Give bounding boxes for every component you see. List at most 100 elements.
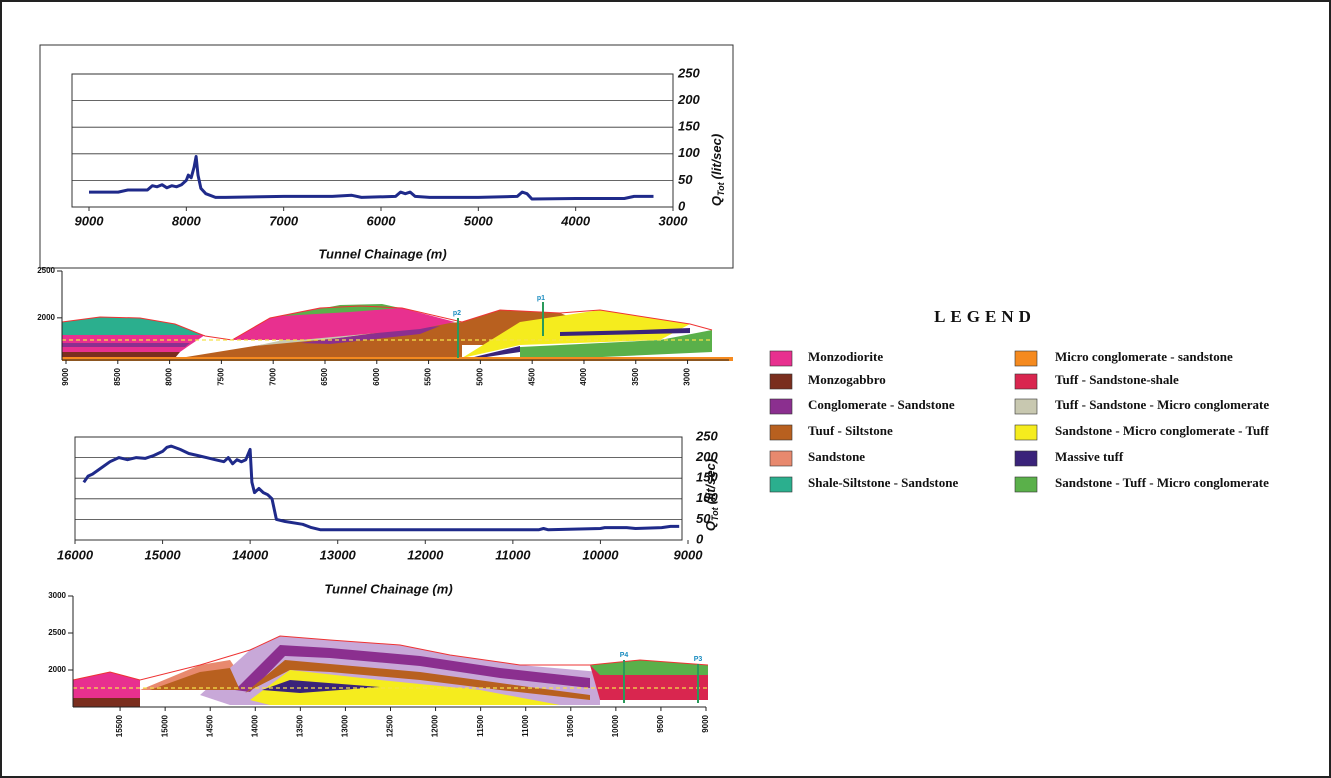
y-tick-label: 100 — [696, 490, 718, 505]
y-label-unit: (lit/sec) — [709, 134, 724, 180]
x-axis-label: Tunnel Chainage (m) — [318, 246, 446, 261]
legend-title: LEGEND — [934, 307, 1036, 326]
legend-swatch — [769, 350, 793, 367]
legend-swatch — [769, 424, 793, 441]
x-tick-label: 13000 — [341, 714, 350, 737]
legend-label: Conglomerate - Sandstone — [808, 397, 955, 412]
x-tick-label: 15000 — [144, 547, 181, 562]
x-tick-label: 9000 — [61, 367, 70, 385]
x-tick-label: 9500 — [656, 714, 665, 732]
x-tick-label: 4000 — [560, 213, 591, 228]
x-tick-label: 8000 — [165, 367, 174, 385]
x-tick-label: 7000 — [269, 213, 299, 228]
x-tick-label: 5500 — [424, 367, 433, 385]
x-tick-label: 13000 — [320, 547, 357, 562]
x-tick-label: 10500 — [566, 714, 575, 737]
x-tick-label: 12000 — [407, 547, 444, 562]
y-tick-label: 50 — [678, 172, 693, 187]
legend-swatch — [769, 476, 793, 493]
x-tick-label: 4500 — [527, 367, 536, 385]
annotation: P3 — [694, 656, 703, 663]
x-tick-label: 10000 — [611, 714, 620, 737]
legend-label: Monzogabbro — [808, 372, 886, 387]
legend-swatch — [769, 398, 793, 415]
x-tick-label: 3000 — [659, 213, 689, 228]
legend-swatch — [1014, 476, 1038, 493]
x-tick-label: 15000 — [160, 714, 169, 737]
x-tick-label: 12000 — [431, 714, 440, 737]
chart-frame — [39, 44, 734, 269]
legend-swatch — [769, 450, 793, 467]
annotation: P4 — [620, 652, 629, 659]
annotation: p1 — [537, 295, 545, 302]
plot-area — [74, 436, 683, 541]
x-tick-label: 14000 — [250, 714, 259, 737]
y-axis-label: QTot(lit/sec) — [703, 459, 720, 531]
y-label-unit: (lit/sec) — [703, 459, 718, 505]
x-tick-label: 3000 — [683, 367, 692, 385]
y-tick-label: 250 — [677, 65, 700, 80]
x-tick-label: 13500 — [295, 714, 304, 737]
legend-swatch — [1014, 373, 1038, 390]
legend-label: Monzodiorite — [808, 349, 883, 364]
legend-label: Sandstone - Micro conglomerate - Tuff — [1055, 423, 1270, 438]
y-label-sub: Tot — [710, 506, 720, 521]
y-tick-label: 0 — [678, 198, 686, 213]
y-label-main: Q — [703, 521, 718, 531]
x-axis-label: Tunnel Chainage (m) — [324, 581, 452, 596]
data-line — [89, 155, 654, 201]
x-tick-label: 9000 — [75, 213, 105, 228]
y-tick-label: 200 — [695, 449, 718, 464]
legend-label: Tuff - Sandstone-shale — [1055, 372, 1179, 387]
legend-swatch — [769, 373, 793, 390]
y-tick-label: 2000 — [37, 313, 55, 322]
x-tick-label: 6000 — [372, 367, 381, 385]
legend-label: Massive tuff — [1055, 449, 1124, 464]
x-tick-label: 11000 — [495, 547, 531, 562]
x-tick-label: 5000 — [464, 213, 494, 228]
x-tick-label: 5000 — [475, 367, 484, 385]
y-tick-label: 150 — [678, 119, 700, 134]
legend-swatch — [1014, 350, 1038, 367]
y-axis-label: QTot(lit/sec) — [709, 134, 726, 206]
x-tick-label: 14000 — [232, 547, 269, 562]
x-tick-label: 10000 — [582, 547, 619, 562]
y-tick-label: 0 — [696, 531, 704, 546]
section-geology — [61, 302, 733, 361]
y-label-sub: Tot — [716, 181, 726, 196]
legend-label: Sandstone - Tuff - Micro conglomerate — [1055, 475, 1269, 490]
section-geology — [72, 635, 709, 707]
annotation: p2 — [453, 310, 461, 317]
y-label-main: Q — [709, 196, 724, 206]
y-tick-label: 2500 — [48, 628, 66, 637]
legend-label: Micro conglomerate - sandstone — [1055, 349, 1233, 364]
y-tick-label: 200 — [677, 92, 700, 107]
legend-swatch — [1014, 424, 1038, 441]
x-tick-label: 3500 — [631, 367, 640, 385]
x-tick-label: 11500 — [476, 714, 485, 736]
x-tick-label: 7500 — [217, 367, 226, 385]
legend-swatch — [1014, 450, 1038, 467]
legend-label: Sandstone — [808, 449, 865, 464]
legend-label: Tuff - Sandstone - Micro conglomerate — [1055, 397, 1269, 412]
x-tick-label: 15500 — [115, 714, 124, 737]
x-tick-label: 7000 — [268, 367, 277, 385]
y-tick-label: 150 — [696, 470, 718, 485]
y-tick-label: 50 — [696, 511, 711, 526]
x-tick-label: 12500 — [386, 714, 395, 737]
x-tick-label: 11000 — [521, 714, 530, 736]
x-tick-label: 8500 — [113, 367, 122, 385]
legend-label: Shale-Siltstone - Sandstone — [808, 475, 958, 490]
y-tick-label: 3000 — [48, 591, 66, 600]
x-tick-label: 6000 — [367, 213, 397, 228]
y-tick-label: 250 — [695, 428, 718, 443]
x-tick-label: 9000 — [701, 714, 710, 732]
legend-label: Tuuf - Siltstone — [808, 423, 893, 438]
y-tick-label: 2000 — [48, 665, 66, 674]
x-tick-label: 8000 — [172, 213, 202, 228]
x-tick-label: 4000 — [579, 367, 588, 385]
legend-swatch — [1014, 398, 1038, 415]
data-line — [82, 444, 680, 532]
